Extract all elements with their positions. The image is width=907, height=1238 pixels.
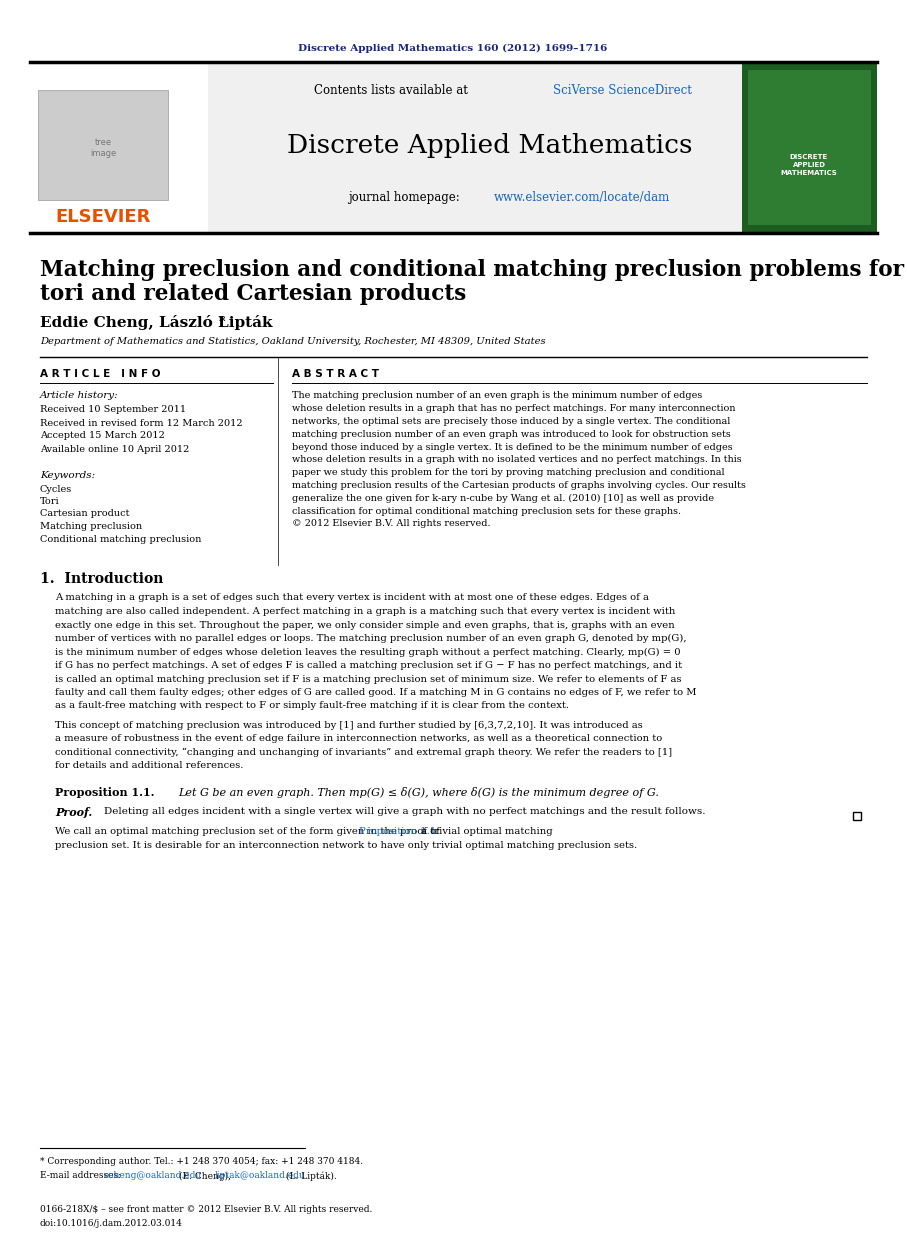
Text: exactly one edge in this set. Throughout the paper, we only consider simple and : exactly one edge in this set. Throughout…: [55, 620, 675, 629]
Bar: [30, 62, 208, 232]
Text: a trivial optimal matching: a trivial optimal matching: [418, 827, 553, 837]
Text: A R T I C L E   I N F O: A R T I C L E I N F O: [40, 369, 161, 379]
Text: Matching preclusion and conditional matching preclusion problems for: Matching preclusion and conditional matc…: [40, 259, 904, 281]
Text: if G has no perfect matchings. A set of edges F is called a matching preclusion : if G has no perfect matchings. A set of …: [55, 661, 682, 670]
Text: The matching preclusion number of an even graph is the minimum number of edges: The matching preclusion number of an eve…: [292, 391, 702, 401]
Text: tree
image: tree image: [90, 139, 116, 157]
Text: classification for optimal conditional matching preclusion sets for these graphs: classification for optimal conditional m…: [292, 506, 681, 516]
Text: Accepted 15 March 2012: Accepted 15 March 2012: [40, 432, 165, 441]
Text: Eddie Cheng, László Lipták: Eddie Cheng, László Lipták: [40, 316, 272, 331]
Text: doi:10.1016/j.dam.2012.03.014: doi:10.1016/j.dam.2012.03.014: [40, 1219, 183, 1228]
Bar: [748, 71, 871, 225]
Text: Department of Mathematics and Statistics, Oakland University, Rochester, MI 4830: Department of Mathematics and Statistics…: [40, 337, 546, 345]
Text: Article history:: Article history:: [40, 391, 119, 401]
Text: E-mail addresses:: E-mail addresses:: [40, 1171, 124, 1181]
Text: Conditional matching preclusion: Conditional matching preclusion: [40, 535, 201, 543]
Text: A matching in a graph is a set of edges such that every vertex is incident with : A matching in a graph is a set of edges …: [55, 593, 649, 603]
Text: www.elsevier.com/locate/dam: www.elsevier.com/locate/dam: [494, 192, 670, 204]
Text: matching preclusion number of an even graph was introduced to look for obstructi: matching preclusion number of an even gr…: [292, 430, 731, 439]
Text: Discrete Applied Mathematics 160 (2012) 1699–1716: Discrete Applied Mathematics 160 (2012) …: [298, 43, 608, 52]
Text: 0166-218X/$ – see front matter © 2012 Elsevier B.V. All rights reserved.: 0166-218X/$ – see front matter © 2012 El…: [40, 1206, 373, 1214]
Text: Cartesian product: Cartesian product: [40, 510, 130, 519]
Bar: [853, 812, 861, 820]
Text: a measure of robustness in the event of edge failure in interconnection networks: a measure of robustness in the event of …: [55, 734, 662, 743]
Bar: [30, 62, 877, 232]
Text: ELSEVIER: ELSEVIER: [55, 208, 151, 227]
Text: Proposition 1.1: Proposition 1.1: [359, 827, 436, 837]
Text: for details and additional references.: for details and additional references.: [55, 761, 243, 770]
Text: whose deletion results in a graph that has no perfect matchings. For many interc: whose deletion results in a graph that h…: [292, 405, 736, 413]
Text: paper we study this problem for the tori by proving matching preclusion and cond: paper we study this problem for the tori…: [292, 468, 725, 478]
Text: whose deletion results in a graph with no isolated vertices and no perfect match: whose deletion results in a graph with n…: [292, 456, 742, 464]
Bar: [742, 62, 877, 232]
Text: 1.  Introduction: 1. Introduction: [40, 572, 163, 586]
Text: Available online 10 April 2012: Available online 10 April 2012: [40, 444, 190, 453]
Text: as a fault-free matching with respect to F or simply fault-free matching if it i: as a fault-free matching with respect to…: [55, 702, 569, 711]
Text: matching preclusion results of the Cartesian products of graphs involving cycles: matching preclusion results of the Carte…: [292, 482, 746, 490]
Text: Matching preclusion: Matching preclusion: [40, 522, 142, 531]
Text: (E. Cheng),: (E. Cheng),: [176, 1171, 234, 1181]
Text: networks, the optimal sets are precisely those induced by a single vertex. The c: networks, the optimal sets are precisely…: [292, 417, 730, 426]
Text: We call an optimal matching preclusion set of the form given in the proof of: We call an optimal matching preclusion s…: [55, 827, 443, 837]
Text: number of vertices with no parallel edges or loops. The matching preclusion numb: number of vertices with no parallel edge…: [55, 634, 687, 643]
Text: is the minimum number of edges whose deletion leaves the resulting graph without: is the minimum number of edges whose del…: [55, 647, 680, 656]
Text: Keywords:: Keywords:: [40, 472, 95, 480]
Text: Tori: Tori: [40, 496, 60, 506]
Text: SciVerse ScienceDirect: SciVerse ScienceDirect: [553, 83, 692, 97]
Text: * Corresponding author. Tel.: +1 248 370 4054; fax: +1 248 370 4184.: * Corresponding author. Tel.: +1 248 370…: [40, 1158, 363, 1166]
Text: Cycles: Cycles: [40, 484, 73, 494]
Text: A B S T R A C T: A B S T R A C T: [292, 369, 379, 379]
Text: preclusion set. It is desirable for an interconnection network to have only triv: preclusion set. It is desirable for an i…: [55, 841, 637, 849]
Text: Discrete Applied Mathematics: Discrete Applied Mathematics: [288, 132, 693, 157]
Text: Deleting all edges incident with a single vertex will give a graph with no perfe: Deleting all edges incident with a singl…: [104, 807, 706, 817]
Bar: [38, 90, 168, 201]
Text: © 2012 Elsevier B.V. All rights reserved.: © 2012 Elsevier B.V. All rights reserved…: [292, 520, 491, 529]
Text: *: *: [219, 317, 226, 329]
Text: Received in revised form 12 March 2012: Received in revised form 12 March 2012: [40, 418, 243, 427]
Text: tori and related Cartesian products: tori and related Cartesian products: [40, 284, 466, 305]
Text: DISCRETE
APPLIED
MATHEMATICS: DISCRETE APPLIED MATHEMATICS: [781, 154, 837, 176]
Text: Proof.: Proof.: [55, 806, 93, 817]
Text: is called an optimal matching preclusion set if F is a matching preclusion set o: is called an optimal matching preclusion…: [55, 675, 681, 683]
Text: conditional connectivity, “changing and unchanging of invariants” and extremal g: conditional connectivity, “changing and …: [55, 748, 672, 756]
Text: Received 10 September 2011: Received 10 September 2011: [40, 406, 186, 415]
Text: Contents lists available at: Contents lists available at: [314, 83, 472, 97]
Text: matching are also called independent. A perfect matching in a graph is a matchin: matching are also called independent. A …: [55, 607, 676, 617]
Text: Let G be an even graph. Then mp(G) ≤ δ(G), where δ(G) is the minimum degree of G: Let G be an even graph. Then mp(G) ≤ δ(G…: [178, 786, 658, 797]
Text: generalize the one given for k-ary n-cube by Wang et al. (2010) [10] as well as : generalize the one given for k-ary n-cub…: [292, 494, 714, 503]
Text: liptak@oakland.edu: liptak@oakland.edu: [215, 1171, 306, 1181]
Text: journal homepage:: journal homepage:: [348, 192, 463, 204]
Text: (L. Lipták).: (L. Lipták).: [283, 1171, 336, 1181]
Text: faulty and call them faulty edges; other edges of G are called good. If a matchi: faulty and call them faulty edges; other…: [55, 688, 697, 697]
Text: Proposition 1.1.: Proposition 1.1.: [55, 786, 154, 797]
Text: echeng@oakland.edu: echeng@oakland.edu: [103, 1171, 201, 1181]
Text: beyond those induced by a single vertex. It is defined to be the minimum number : beyond those induced by a single vertex.…: [292, 443, 733, 452]
Text: This concept of matching preclusion was introduced by [1] and further studied by: This concept of matching preclusion was …: [55, 721, 643, 729]
